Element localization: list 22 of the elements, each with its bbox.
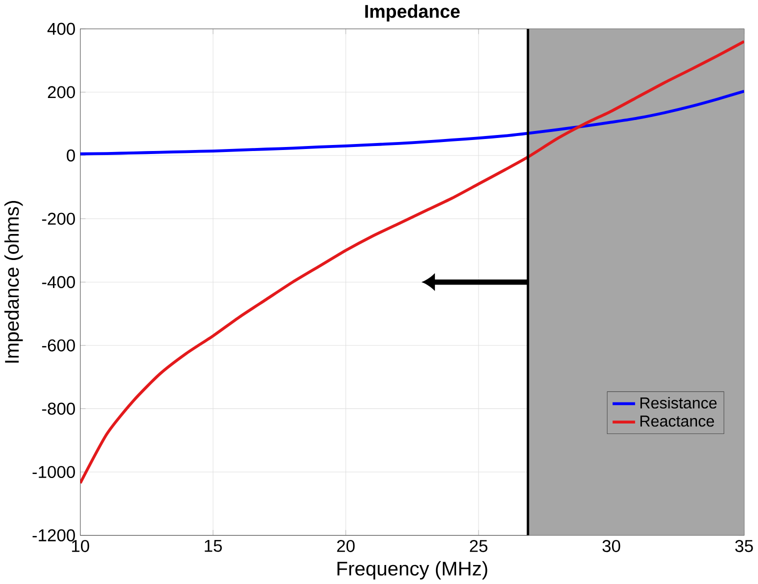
x-axis-title: Frequency (MHz) [338,561,488,580]
y-tick-label: -600 [42,339,75,352]
chart-title: Impedance [365,4,460,22]
y-axis-title: Impedance (ohms) [4,201,23,363]
x-tick-label: 15 [204,540,222,552]
line-series [80,40,744,485]
y-tick-label: -1000 [32,466,75,478]
y-tick-label: -400 [42,276,75,288]
y-tick-label: -1200 [32,529,75,542]
legend-label: Resistance [640,396,717,409]
x-tick-label: 25 [470,540,488,552]
y-tick-label: 400 [47,22,75,35]
x-tick-label: 10 [72,540,90,552]
x-tick-label: 20 [337,540,355,552]
y-tick-label: -800 [42,402,75,415]
x-tick-label: 35 [735,540,753,552]
y-tick-label: 200 [48,86,75,98]
y-tick-label: -200 [42,212,75,225]
x-tick-label: 30 [602,540,620,552]
line-series [80,90,744,156]
legend-label: Reactance [640,416,714,427]
y-tick-label: 0 [66,149,75,162]
